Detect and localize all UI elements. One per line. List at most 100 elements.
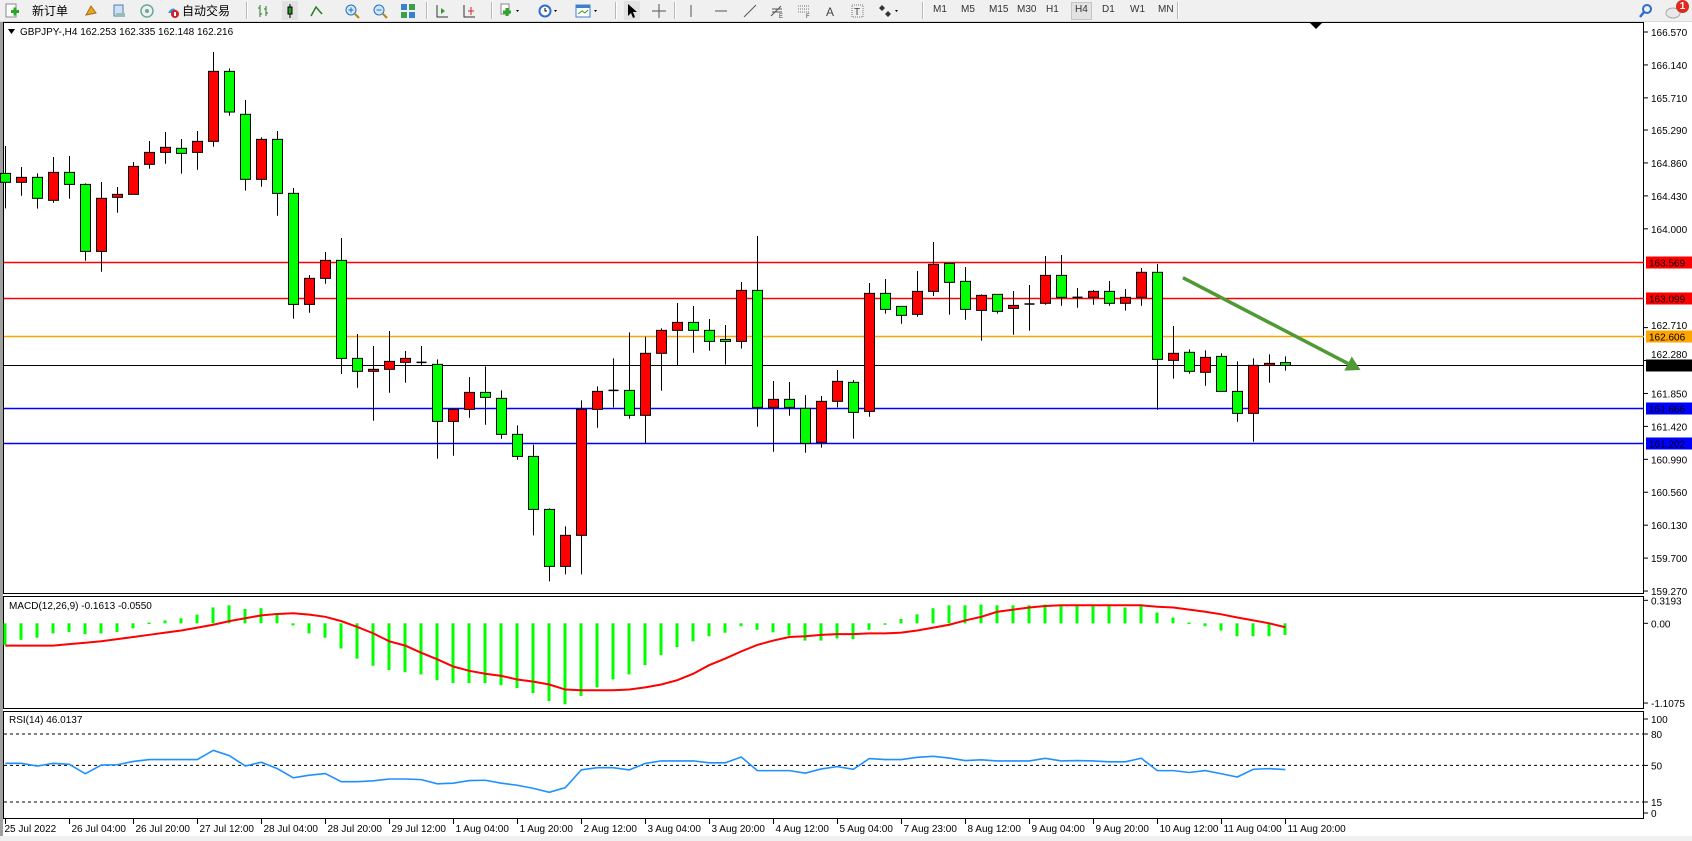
candle[interactable] <box>272 131 283 216</box>
trend-arrow-head-icon[interactable] <box>1344 356 1361 371</box>
candle[interactable] <box>1216 353 1227 392</box>
timeframe-w1[interactable]: W1 <box>1130 4 1145 15</box>
candle[interactable] <box>1264 354 1275 383</box>
candle[interactable] <box>736 282 747 349</box>
notification-badge[interactable]: 1 <box>1676 0 1689 13</box>
candle[interactable] <box>1232 361 1243 422</box>
trend-arrow-line[interactable] <box>1182 276 1349 366</box>
candle[interactable] <box>704 319 715 351</box>
line-chart-button[interactable] <box>309 1 325 20</box>
search-button[interactable] <box>1638 1 1654 20</box>
candle[interactable] <box>176 139 187 174</box>
candle[interactable] <box>1168 325 1179 379</box>
market-watch-button[interactable] <box>83 1 99 20</box>
candle[interactable] <box>224 68 235 116</box>
candle[interactable] <box>448 408 459 456</box>
candle[interactable] <box>608 358 619 408</box>
candle[interactable] <box>1280 356 1291 371</box>
candle[interactable] <box>256 137 267 187</box>
candle[interactable] <box>1200 350 1211 386</box>
candle[interactable] <box>848 380 859 439</box>
candle[interactable] <box>288 187 299 319</box>
arrows-button[interactable] <box>878 1 902 20</box>
candle[interactable] <box>1120 289 1131 311</box>
candle[interactable] <box>784 382 795 416</box>
candle[interactable] <box>400 351 411 383</box>
text-label-button[interactable]: T <box>850 1 866 20</box>
candle[interactable] <box>832 370 843 408</box>
candle[interactable] <box>768 381 779 452</box>
timeframe-m1[interactable]: M1 <box>933 4 947 15</box>
candle[interactable] <box>960 267 971 320</box>
candle[interactable] <box>16 167 27 196</box>
candle[interactable] <box>944 262 955 315</box>
crosshair-button[interactable] <box>651 1 667 20</box>
candle[interactable] <box>1248 358 1259 442</box>
candle[interactable] <box>992 293 1003 314</box>
candle[interactable] <box>816 396 827 448</box>
candle[interactable] <box>304 275 315 313</box>
candle[interactable] <box>368 346 379 421</box>
periods-button[interactable] <box>537 1 561 20</box>
candle[interactable] <box>592 386 603 428</box>
candle[interactable] <box>912 271 923 317</box>
candle[interactable] <box>880 279 891 314</box>
candle[interactable] <box>416 346 427 367</box>
candle[interactable] <box>1104 281 1115 306</box>
candle[interactable] <box>672 303 683 367</box>
new-order-button[interactable]: 新订单 <box>4 1 68 20</box>
bar-chart-button[interactable] <box>255 1 271 20</box>
timeframe-h1[interactable]: H1 <box>1046 4 1059 15</box>
timeframe-h4[interactable]: H4 <box>1071 2 1092 20</box>
candle[interactable] <box>496 390 507 439</box>
candle[interactable] <box>352 334 363 388</box>
timeframe-m5[interactable]: M5 <box>961 4 975 15</box>
chart-shift-marker-icon[interactable] <box>1310 23 1322 29</box>
candle[interactable] <box>144 141 155 169</box>
candle[interactable] <box>640 336 651 444</box>
candle[interactable] <box>688 306 699 353</box>
candle[interactable] <box>96 182 107 272</box>
candle[interactable] <box>48 157 59 203</box>
cursor-button[interactable] <box>624 1 640 20</box>
templates-button[interactable] <box>575 1 601 20</box>
candle[interactable] <box>512 425 523 460</box>
tile-windows-button[interactable] <box>400 1 416 20</box>
candle[interactable] <box>160 132 171 164</box>
candle[interactable] <box>1152 264 1163 410</box>
candle[interactable] <box>64 156 75 199</box>
candle[interactable] <box>320 252 331 284</box>
candle[interactable] <box>336 238 347 375</box>
vertical-line-button[interactable] <box>683 1 699 20</box>
candle[interactable] <box>1008 290 1019 335</box>
candle[interactable] <box>720 324 731 365</box>
zoom-out-button[interactable] <box>372 1 388 20</box>
symbol-menu-triangle-icon[interactable] <box>8 29 15 34</box>
candle[interactable] <box>624 332 635 419</box>
candle[interactable] <box>1072 288 1083 308</box>
candle[interactable] <box>0 146 11 209</box>
candle[interactable] <box>976 294 987 341</box>
candle[interactable] <box>128 162 139 195</box>
candle[interactable] <box>1088 289 1099 305</box>
chart-shift-button[interactable] <box>461 1 477 20</box>
auto-scroll-button[interactable] <box>434 1 450 20</box>
candle[interactable] <box>208 51 219 147</box>
candle[interactable] <box>384 331 395 393</box>
signals-button[interactable] <box>139 1 155 20</box>
candle[interactable] <box>656 328 667 391</box>
candle[interactable] <box>752 236 763 427</box>
candle[interactable] <box>1184 349 1195 374</box>
candle[interactable] <box>1040 255 1051 305</box>
candle[interactable] <box>544 508 555 582</box>
zoom-in-button[interactable] <box>344 1 360 20</box>
candlestick-button[interactable] <box>282 1 298 20</box>
auto-trading-button[interactable]: 自动交易 <box>165 1 230 20</box>
candle[interactable] <box>1056 255 1067 306</box>
candle[interactable] <box>464 377 475 418</box>
timeframe-d1[interactable]: D1 <box>1102 4 1115 15</box>
text-button[interactable]: A <box>823 1 839 20</box>
candle[interactable] <box>896 305 907 324</box>
candle[interactable] <box>576 400 587 575</box>
